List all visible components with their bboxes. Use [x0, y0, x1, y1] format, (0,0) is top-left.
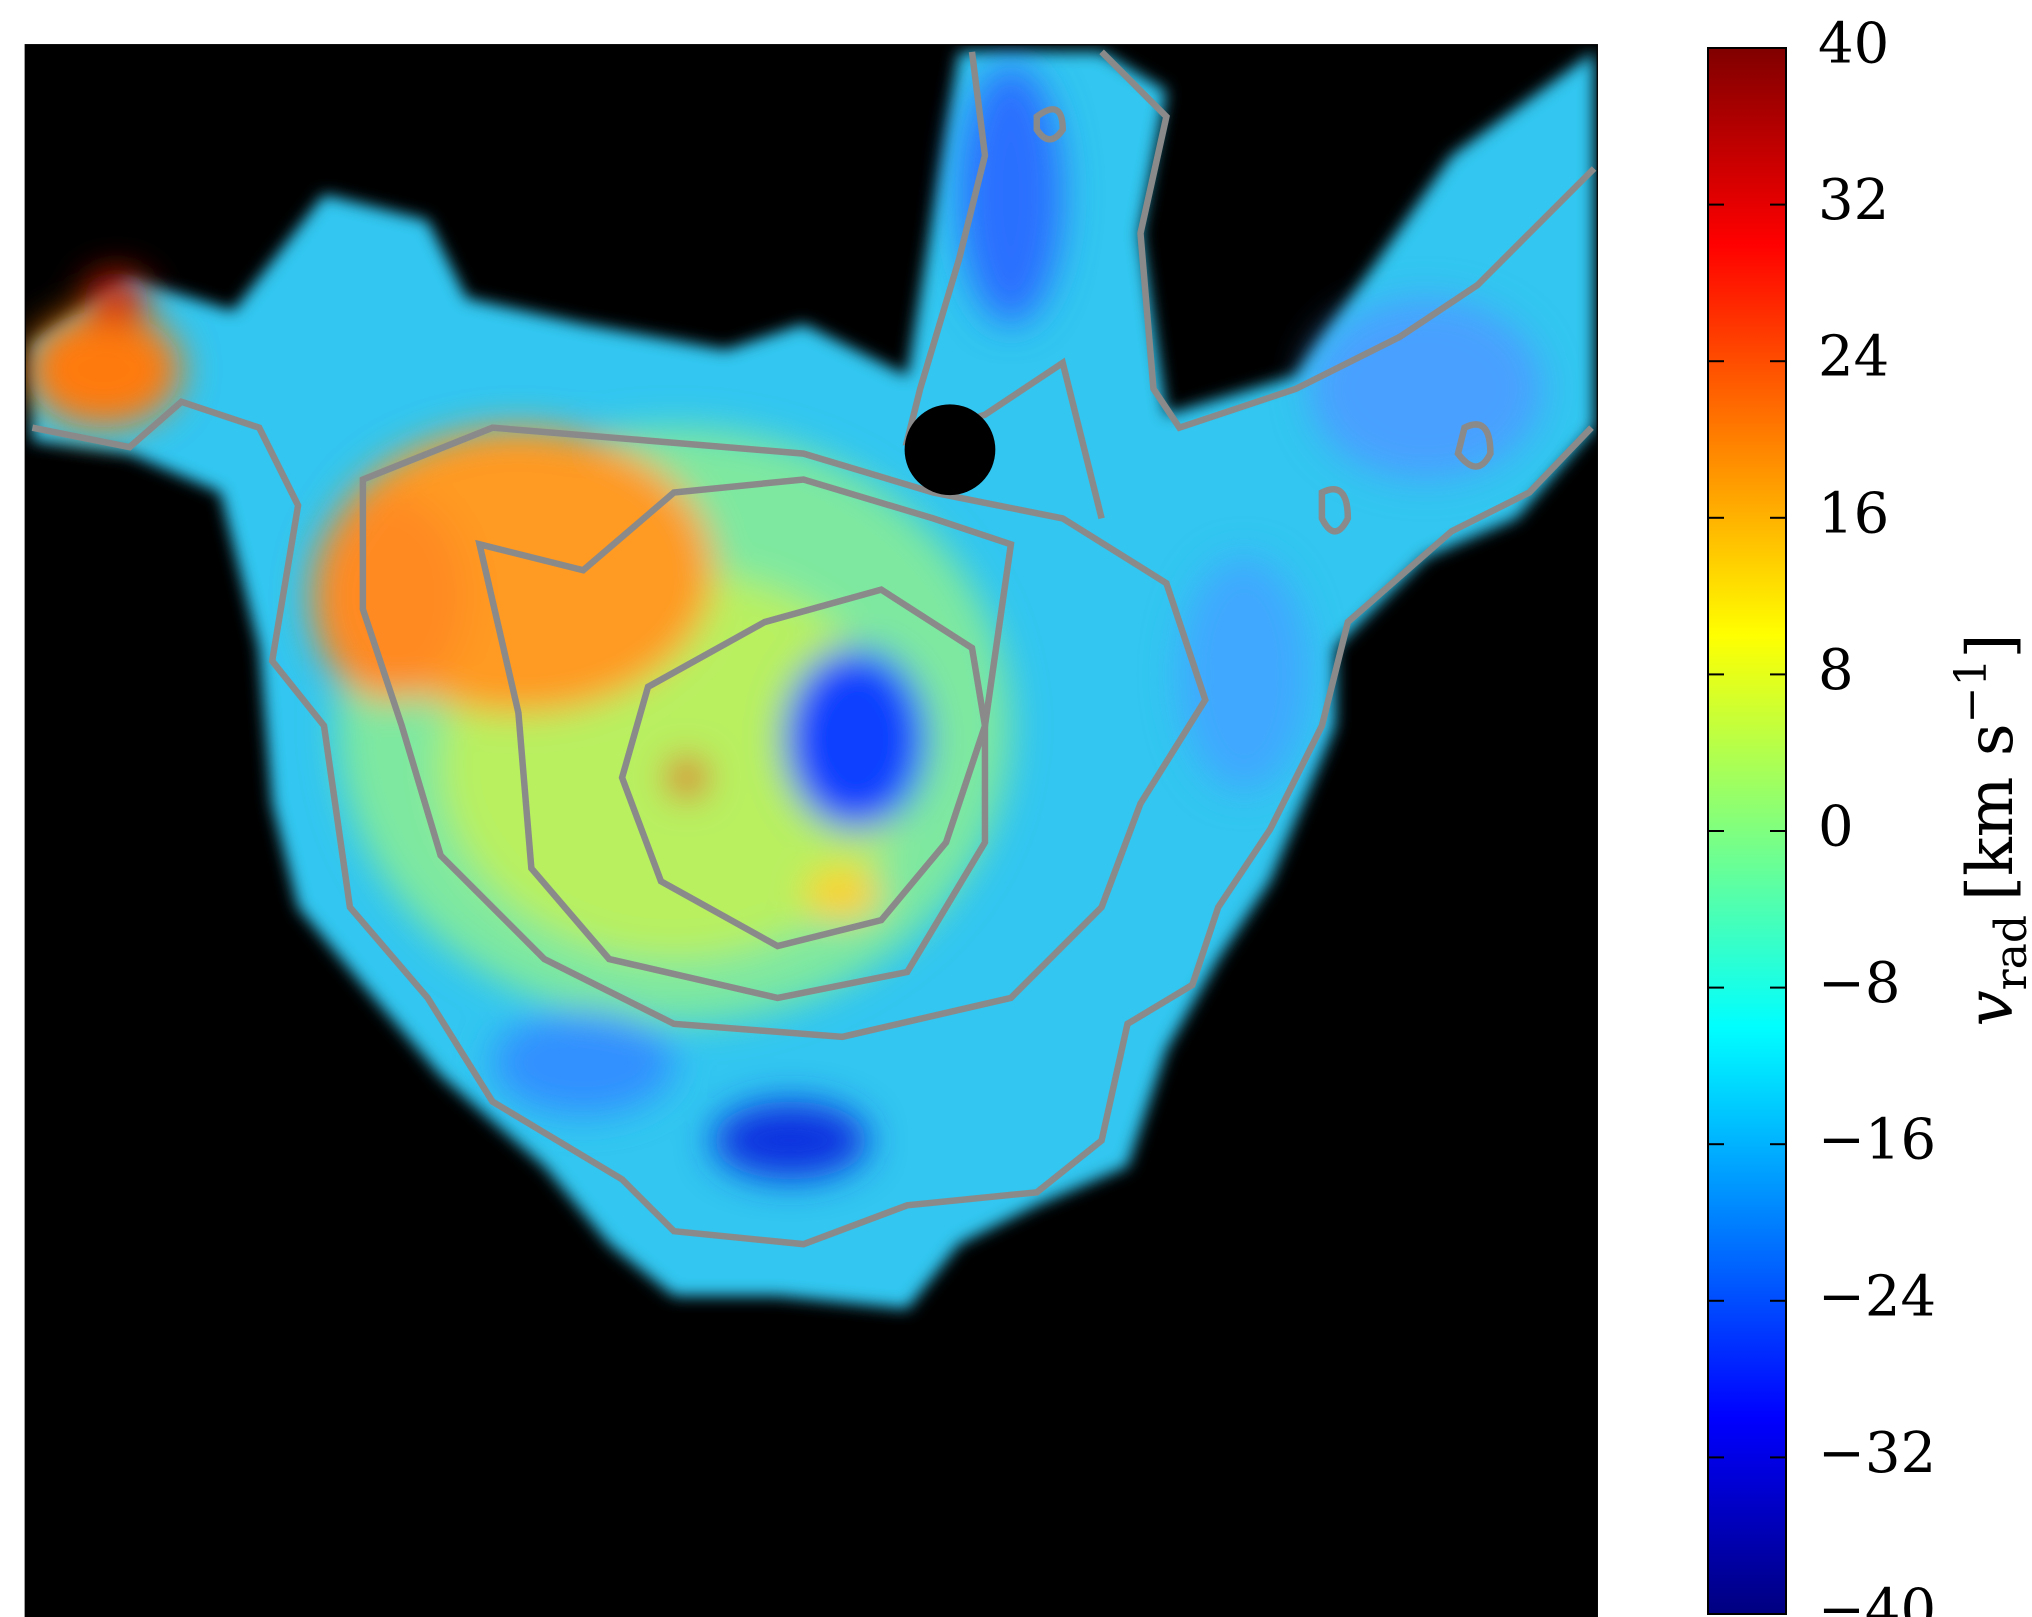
label-exponent: −1: [1946, 658, 1997, 723]
colorbar-tick-label: 0: [1818, 795, 1854, 860]
colorbar-tick-label: 16: [1818, 481, 1889, 546]
colorbar-label: vrad [km s−1]: [1946, 633, 2032, 1026]
colorbar-tick-label: −16: [1818, 1108, 1936, 1173]
colorbar-tick-label: 32: [1818, 168, 1889, 233]
colorbar-tick-label: 8: [1818, 638, 1854, 703]
colorbar-tick-label: −8: [1818, 951, 1901, 1016]
label-subscript: rad: [1986, 915, 2032, 990]
label-unit: km s: [1954, 723, 2028, 876]
velocity-map: [26, 45, 1597, 1617]
page: {"chart_data": {"type": "image", "colorm…: [0, 0, 2032, 1617]
colorbar-tick-label: −24: [1818, 1264, 1936, 1329]
colorbar-tick-label: −40: [1818, 1578, 1936, 1617]
label-bracket: [: [1954, 876, 2028, 901]
label-bracket: ]: [1954, 633, 2028, 658]
colorbar-tick-label: 24: [1818, 325, 1889, 390]
figure: vrad [km s−1] 40 32 24 16 8 0 −8 −16 −24 −32 −40: [0, 0, 2032, 1617]
colorbar-tick-label: −32: [1818, 1421, 1936, 1486]
label-symbol: v: [1954, 990, 2028, 1026]
colorbar-tick-label: 40: [1818, 12, 1889, 77]
marker-dot: [905, 404, 996, 495]
